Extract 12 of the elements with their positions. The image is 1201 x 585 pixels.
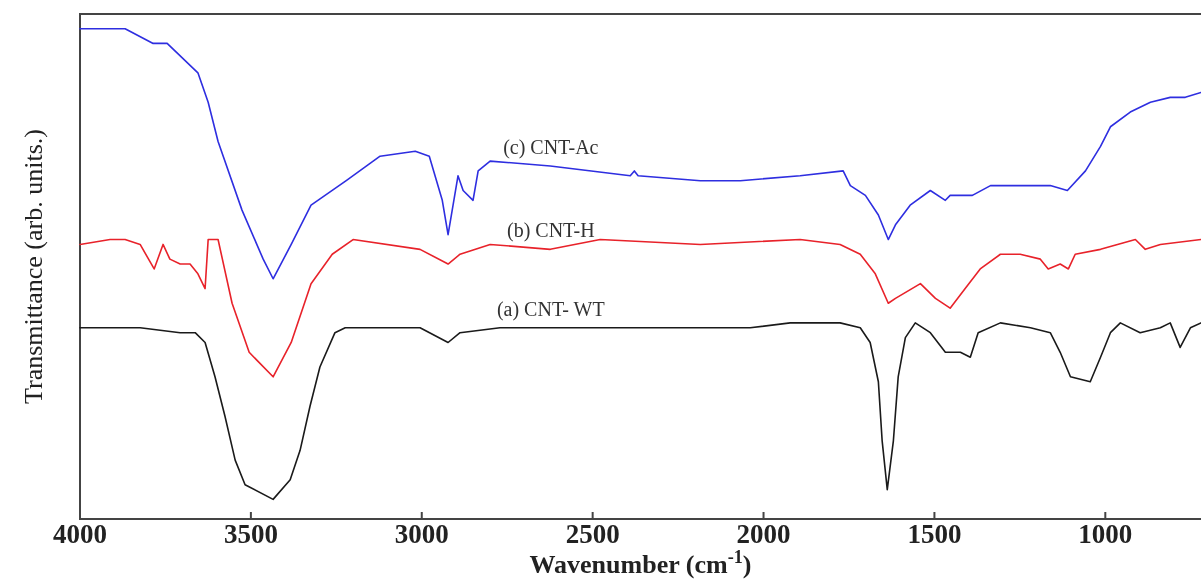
x-tick-label: 2000 [736, 519, 791, 549]
y-axis-title: Transmittance (arb. units.) [19, 129, 48, 404]
series-label: (b) CNT-H [507, 219, 595, 243]
x-tick-label: 4000 [53, 519, 107, 549]
x-tick-label: 2500 [565, 519, 620, 549]
series-label: (c) CNT-Ac [503, 135, 599, 159]
x-tick-label: 1500 [907, 519, 962, 549]
x-tick-label: 1000 [1078, 519, 1133, 549]
x-axis-title: Wavenumber (cm$^{-1}$) [529, 547, 752, 579]
x-tick-label: 3000 [394, 519, 449, 549]
x-tick-label: 3500 [223, 519, 278, 549]
series-label: (a) CNT- WT [496, 297, 605, 321]
